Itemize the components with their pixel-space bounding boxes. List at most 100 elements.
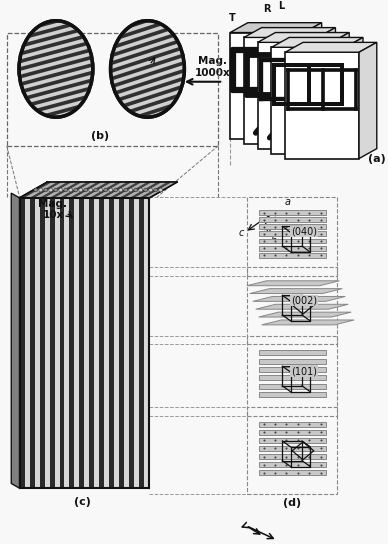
Polygon shape xyxy=(114,198,120,488)
Polygon shape xyxy=(59,198,64,488)
Polygon shape xyxy=(59,50,244,113)
Polygon shape xyxy=(41,0,225,57)
Circle shape xyxy=(154,188,158,192)
Polygon shape xyxy=(0,69,157,122)
Polygon shape xyxy=(48,15,232,78)
Polygon shape xyxy=(0,104,166,158)
Polygon shape xyxy=(57,42,241,106)
Polygon shape xyxy=(120,198,125,488)
Circle shape xyxy=(79,188,83,192)
Polygon shape xyxy=(244,38,318,144)
Polygon shape xyxy=(39,0,223,50)
Polygon shape xyxy=(80,182,112,198)
Bar xyxy=(247,267,338,343)
Polygon shape xyxy=(259,239,326,244)
Circle shape xyxy=(84,188,88,192)
Polygon shape xyxy=(259,470,326,475)
Circle shape xyxy=(54,188,58,192)
Polygon shape xyxy=(259,232,326,237)
Ellipse shape xyxy=(111,21,184,117)
Polygon shape xyxy=(40,182,72,198)
Polygon shape xyxy=(104,198,109,488)
Text: R: R xyxy=(263,4,270,14)
Polygon shape xyxy=(256,304,348,309)
Text: a: a xyxy=(284,197,290,207)
Polygon shape xyxy=(19,182,177,198)
Text: (d): (d) xyxy=(283,498,301,508)
Polygon shape xyxy=(259,446,326,451)
Polygon shape xyxy=(68,78,253,141)
Polygon shape xyxy=(144,182,177,198)
Circle shape xyxy=(59,188,63,192)
Polygon shape xyxy=(55,35,239,99)
Circle shape xyxy=(149,188,152,192)
Polygon shape xyxy=(262,320,354,325)
Polygon shape xyxy=(40,198,45,488)
Circle shape xyxy=(144,188,147,192)
Circle shape xyxy=(134,188,138,192)
Polygon shape xyxy=(34,0,219,35)
Polygon shape xyxy=(69,198,74,488)
Polygon shape xyxy=(74,198,80,488)
Polygon shape xyxy=(50,182,82,198)
Polygon shape xyxy=(19,182,52,198)
Polygon shape xyxy=(0,0,136,44)
Polygon shape xyxy=(135,182,167,198)
Polygon shape xyxy=(35,182,67,198)
Polygon shape xyxy=(24,182,57,198)
Polygon shape xyxy=(85,198,90,488)
Polygon shape xyxy=(0,90,163,144)
Polygon shape xyxy=(54,198,59,488)
Polygon shape xyxy=(0,0,138,51)
Polygon shape xyxy=(29,198,35,488)
Circle shape xyxy=(39,188,43,192)
Circle shape xyxy=(94,188,98,192)
Polygon shape xyxy=(52,29,237,92)
Polygon shape xyxy=(0,40,149,94)
Circle shape xyxy=(99,188,103,192)
Polygon shape xyxy=(73,92,258,155)
Polygon shape xyxy=(259,422,326,427)
Polygon shape xyxy=(29,0,214,22)
Circle shape xyxy=(89,188,93,192)
Circle shape xyxy=(119,188,123,192)
Polygon shape xyxy=(253,296,345,301)
Polygon shape xyxy=(78,106,262,169)
Polygon shape xyxy=(36,0,221,42)
Text: L: L xyxy=(278,1,284,11)
Polygon shape xyxy=(66,71,251,134)
Polygon shape xyxy=(259,358,326,363)
Polygon shape xyxy=(50,22,235,85)
Circle shape xyxy=(109,188,113,192)
Polygon shape xyxy=(0,47,151,101)
Circle shape xyxy=(124,188,128,192)
Polygon shape xyxy=(0,5,140,58)
Polygon shape xyxy=(0,0,130,23)
Polygon shape xyxy=(109,182,142,198)
Circle shape xyxy=(64,188,68,192)
Polygon shape xyxy=(244,28,336,38)
Polygon shape xyxy=(29,182,62,198)
Polygon shape xyxy=(95,198,99,488)
Bar xyxy=(247,197,338,276)
Polygon shape xyxy=(139,198,144,488)
Text: (a): (a) xyxy=(368,153,386,164)
Polygon shape xyxy=(24,198,29,488)
Polygon shape xyxy=(359,42,377,158)
Text: Mag.
10x: Mag. 10x xyxy=(38,199,68,220)
Text: Mag.
1000x: Mag. 1000x xyxy=(194,56,230,78)
Polygon shape xyxy=(11,193,19,488)
Polygon shape xyxy=(64,198,69,488)
Polygon shape xyxy=(0,0,128,15)
Polygon shape xyxy=(0,0,134,37)
Polygon shape xyxy=(318,28,336,144)
Polygon shape xyxy=(27,0,212,15)
Polygon shape xyxy=(0,83,161,137)
Polygon shape xyxy=(25,0,210,8)
Polygon shape xyxy=(32,0,217,28)
Ellipse shape xyxy=(19,21,93,117)
Polygon shape xyxy=(258,42,331,149)
Polygon shape xyxy=(259,462,326,467)
Bar xyxy=(7,33,218,146)
Polygon shape xyxy=(0,97,165,151)
